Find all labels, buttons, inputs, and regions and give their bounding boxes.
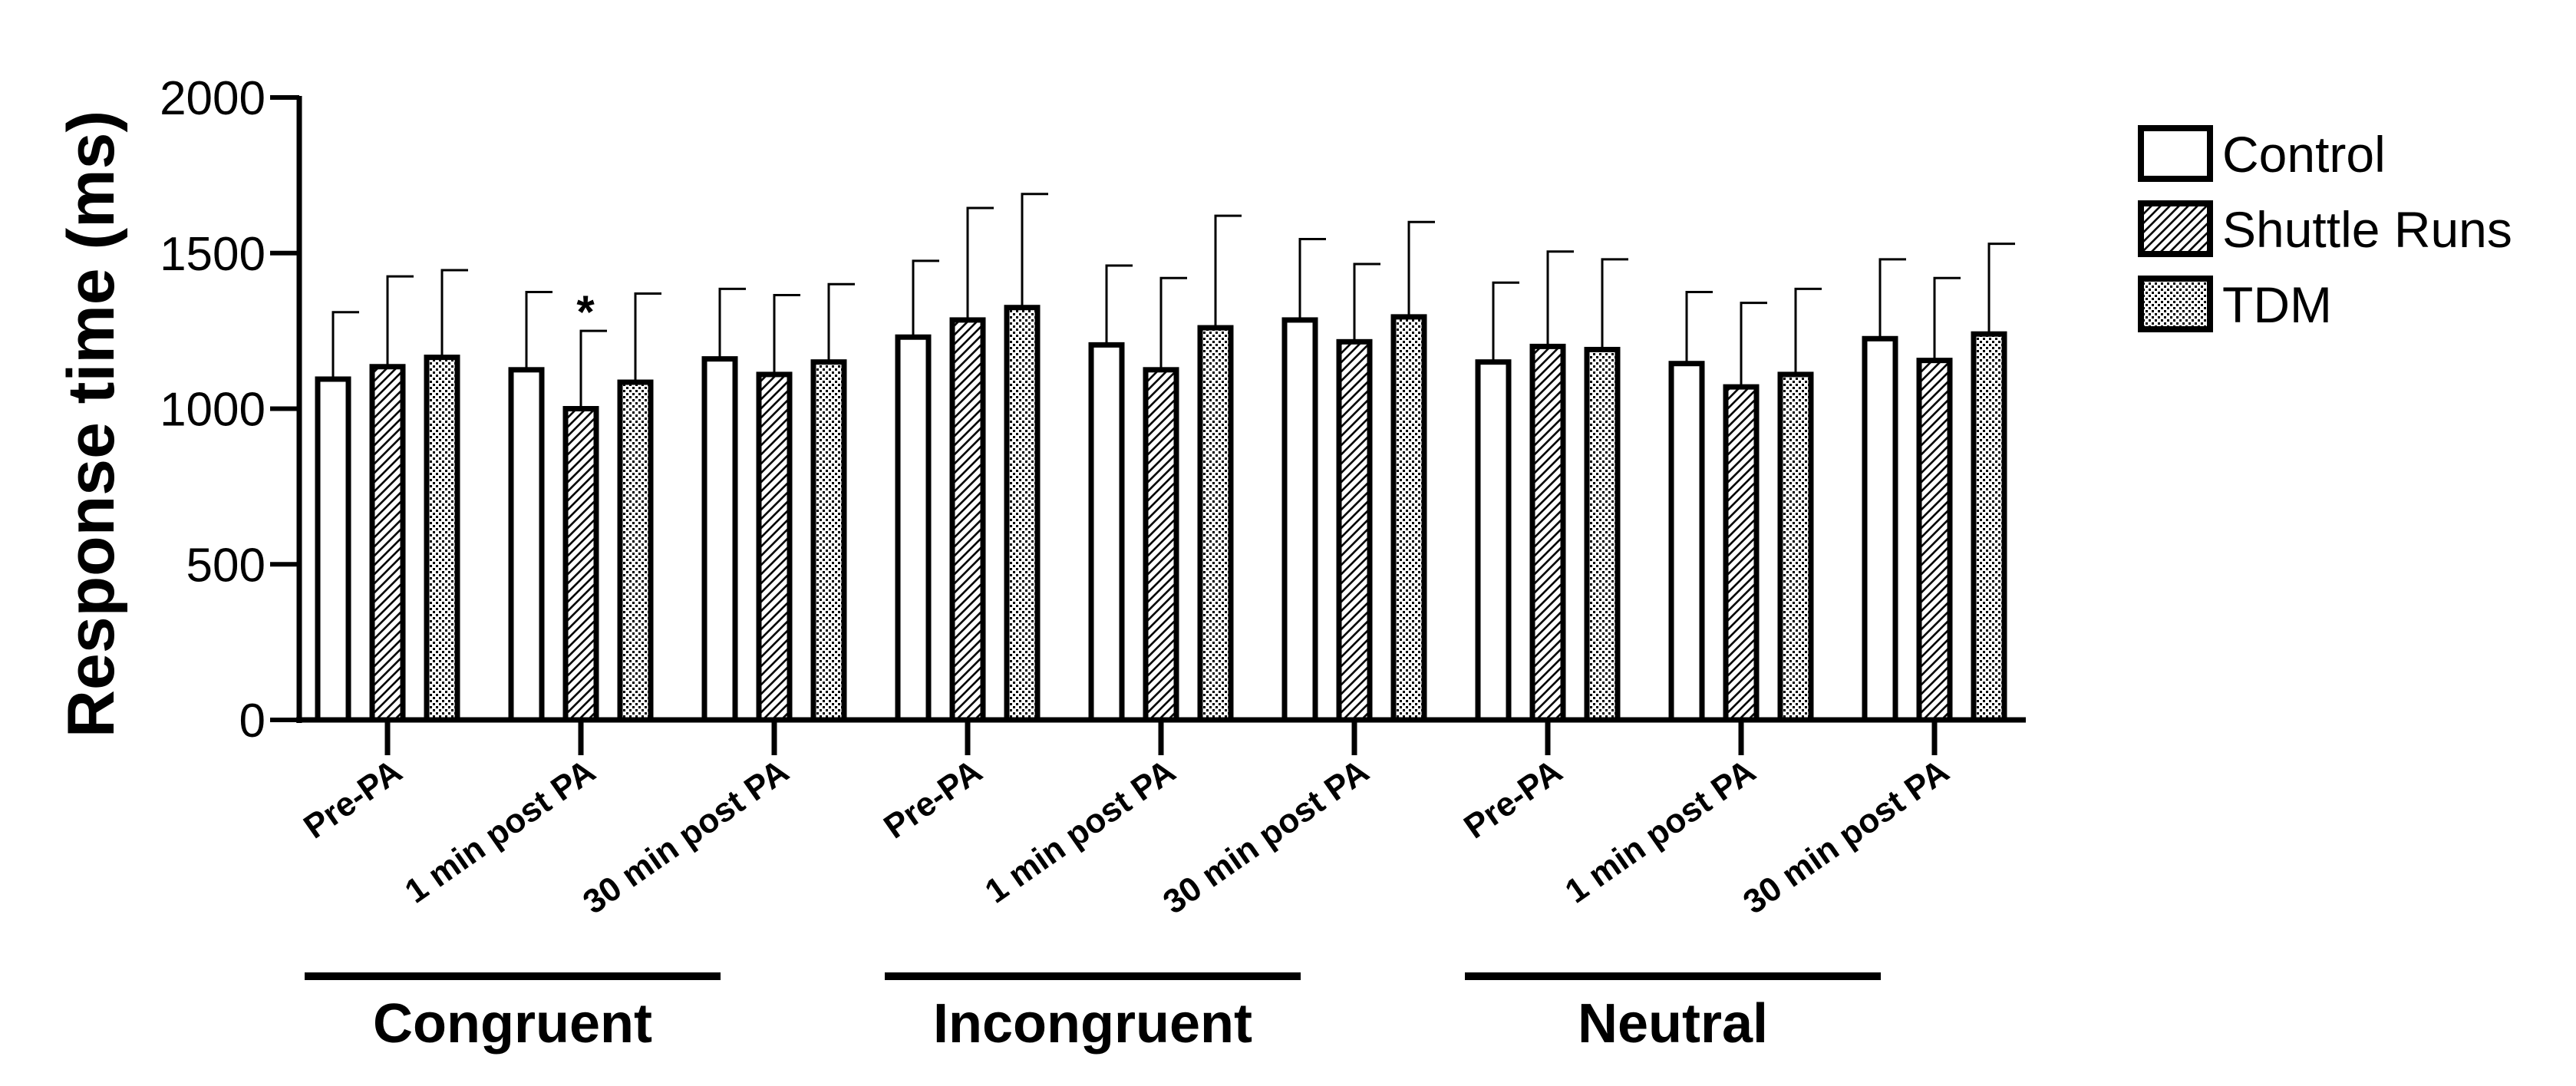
bar	[1004, 305, 1041, 723]
significance-marker: *	[576, 286, 595, 338]
x-tick-label: Pre-PA	[297, 752, 409, 846]
x-tick-label: 30 min post PA	[576, 752, 796, 922]
legend-swatch	[2138, 200, 2213, 257]
bar	[1584, 346, 1621, 723]
y-tick-label: 1000	[160, 384, 266, 437]
bar	[1723, 384, 1760, 723]
bar	[1088, 342, 1125, 723]
bar	[1143, 367, 1179, 723]
plot-area: 0 500 1000 1500 2000 Response time (ms) Pre-PA…	[54, 72, 2026, 1055]
bar	[315, 376, 351, 723]
bar	[369, 364, 406, 723]
bar	[701, 356, 738, 723]
bar	[810, 359, 847, 723]
group-label: Neutral	[1578, 993, 1768, 1055]
bar	[895, 334, 932, 723]
y-tick-label: 500	[186, 539, 266, 592]
bar	[617, 379, 654, 723]
bar	[1197, 325, 1234, 723]
bar	[562, 406, 599, 723]
y-tick-label: 2000	[160, 72, 266, 125]
y-tick-label: 0	[239, 695, 266, 748]
legend-label: TDM	[2222, 276, 2332, 333]
bar	[1529, 343, 1566, 723]
bar	[1916, 358, 1953, 723]
x-tick-label: 30 min post PA	[1156, 752, 1376, 922]
legend-label: Control	[2222, 126, 2386, 183]
legend-swatch	[2138, 276, 2213, 332]
legend-label: Shuttle Runs	[2222, 201, 2512, 258]
y-axis-title: Response time (ms)	[54, 111, 128, 738]
bar	[1336, 338, 1373, 723]
bar	[508, 367, 545, 723]
bar	[424, 355, 460, 723]
bar	[1862, 335, 1898, 723]
bar	[1777, 371, 1814, 723]
bar	[1971, 331, 2007, 723]
y-tick-label: 1500	[160, 228, 266, 281]
x-tick-label: 1 min post PA	[398, 752, 602, 911]
legend: Control Shuttle Runs TDM	[2138, 125, 2512, 333]
legend-swatch	[2138, 125, 2213, 182]
bar	[1281, 317, 1318, 723]
bar	[1390, 314, 1427, 723]
bar	[1668, 361, 1705, 723]
x-tick-label: 30 min post PA	[1737, 752, 1956, 922]
group-label: Congruent	[373, 993, 652, 1055]
x-tick-label: 1 min post PA	[1558, 752, 1763, 911]
x-tick-label: Pre-PA	[1457, 752, 1569, 846]
bar	[1475, 359, 1512, 723]
x-tick-label: Pre-PA	[877, 752, 989, 846]
x-tick-label: 1 min post PA	[978, 752, 1182, 911]
bar	[949, 317, 986, 723]
bar	[756, 371, 793, 723]
group-label: Incongruent	[933, 993, 1252, 1055]
